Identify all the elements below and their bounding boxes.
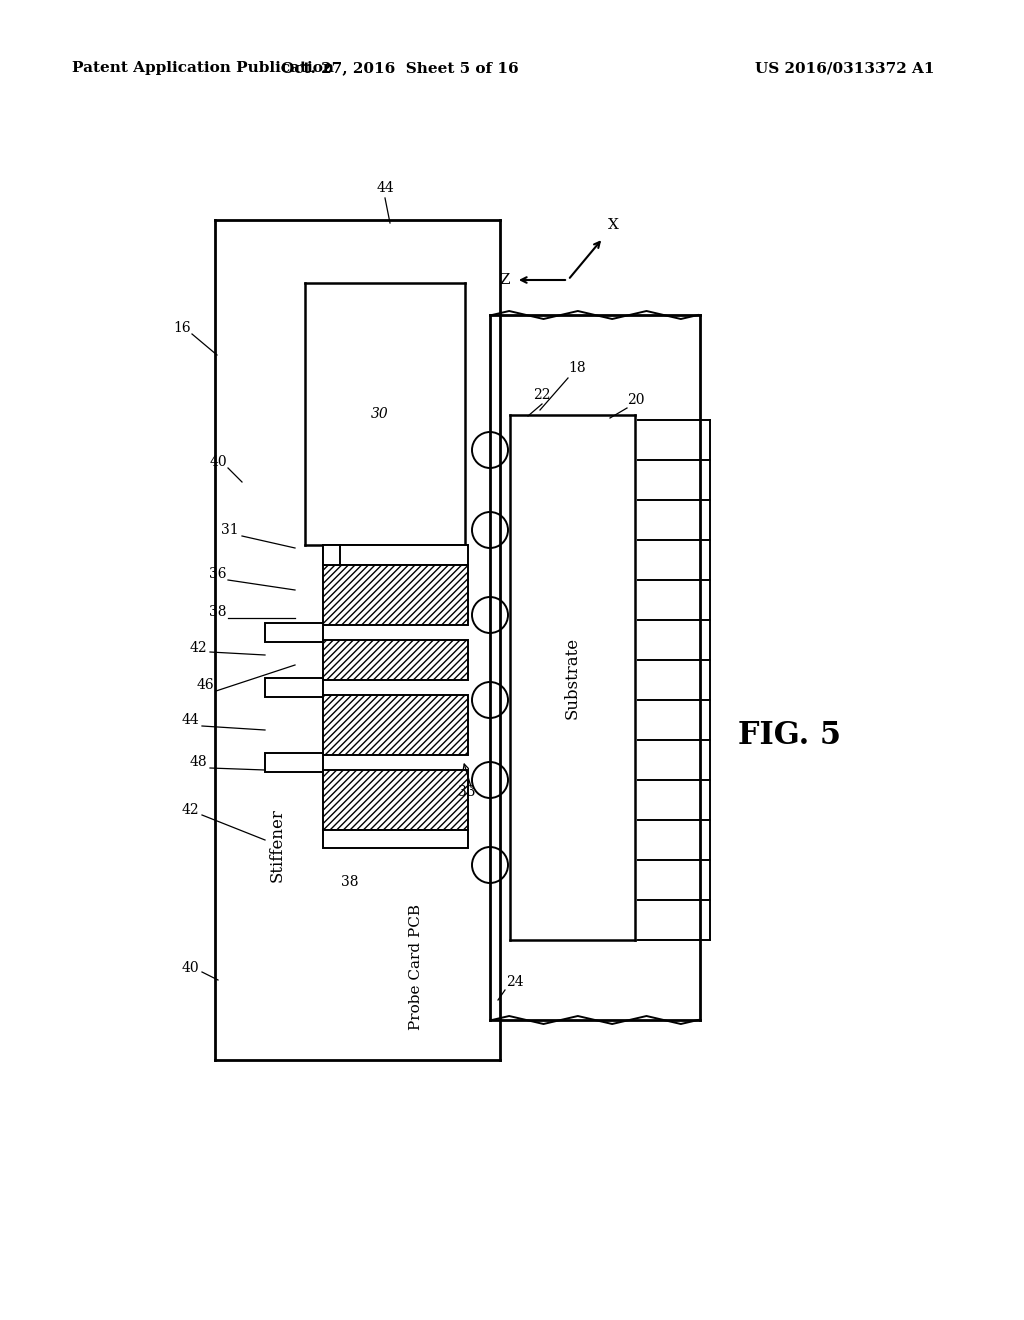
Text: 42: 42	[189, 642, 207, 655]
Bar	[265, 678, 323, 697]
Text: 22: 22	[534, 388, 551, 403]
Text: Oct. 27, 2016  Sheet 5 of 16: Oct. 27, 2016 Sheet 5 of 16	[282, 61, 519, 75]
Bar	[323, 545, 340, 565]
Text: 33: 33	[458, 785, 475, 799]
Bar	[323, 545, 468, 565]
Text: 40: 40	[209, 455, 226, 469]
Text: 24: 24	[506, 975, 524, 989]
Text: 30: 30	[371, 407, 389, 421]
Text: 36: 36	[209, 568, 226, 581]
Text: 20: 20	[628, 393, 645, 407]
Text: 48: 48	[189, 755, 207, 770]
Text: 44: 44	[376, 181, 394, 195]
Text: 16: 16	[173, 321, 190, 335]
Text: 46: 46	[197, 678, 214, 692]
Text: 42: 42	[181, 803, 199, 817]
Bar	[265, 623, 323, 642]
Text: 38: 38	[209, 605, 226, 619]
Text: 18: 18	[568, 360, 586, 375]
Text: 40: 40	[181, 961, 199, 975]
Text: X: X	[608, 218, 618, 232]
Text: Patent Application Publication: Patent Application Publication	[72, 61, 334, 75]
Text: FIG. 5: FIG. 5	[738, 719, 842, 751]
Bar	[323, 640, 468, 680]
Bar	[323, 770, 468, 830]
Text: Probe Card PCB: Probe Card PCB	[410, 904, 424, 1031]
Bar	[323, 830, 468, 847]
Text: 38: 38	[341, 875, 358, 888]
Text: 31: 31	[221, 523, 239, 537]
Text: 44: 44	[181, 713, 199, 727]
Text: US 2016/0313372 A1: US 2016/0313372 A1	[755, 61, 935, 75]
Text: Substrate: Substrate	[564, 636, 581, 718]
Bar	[323, 696, 468, 755]
Bar	[265, 752, 323, 772]
Bar	[323, 565, 468, 624]
Text: Z: Z	[500, 273, 510, 286]
Text: Stiffener: Stiffener	[268, 808, 286, 882]
